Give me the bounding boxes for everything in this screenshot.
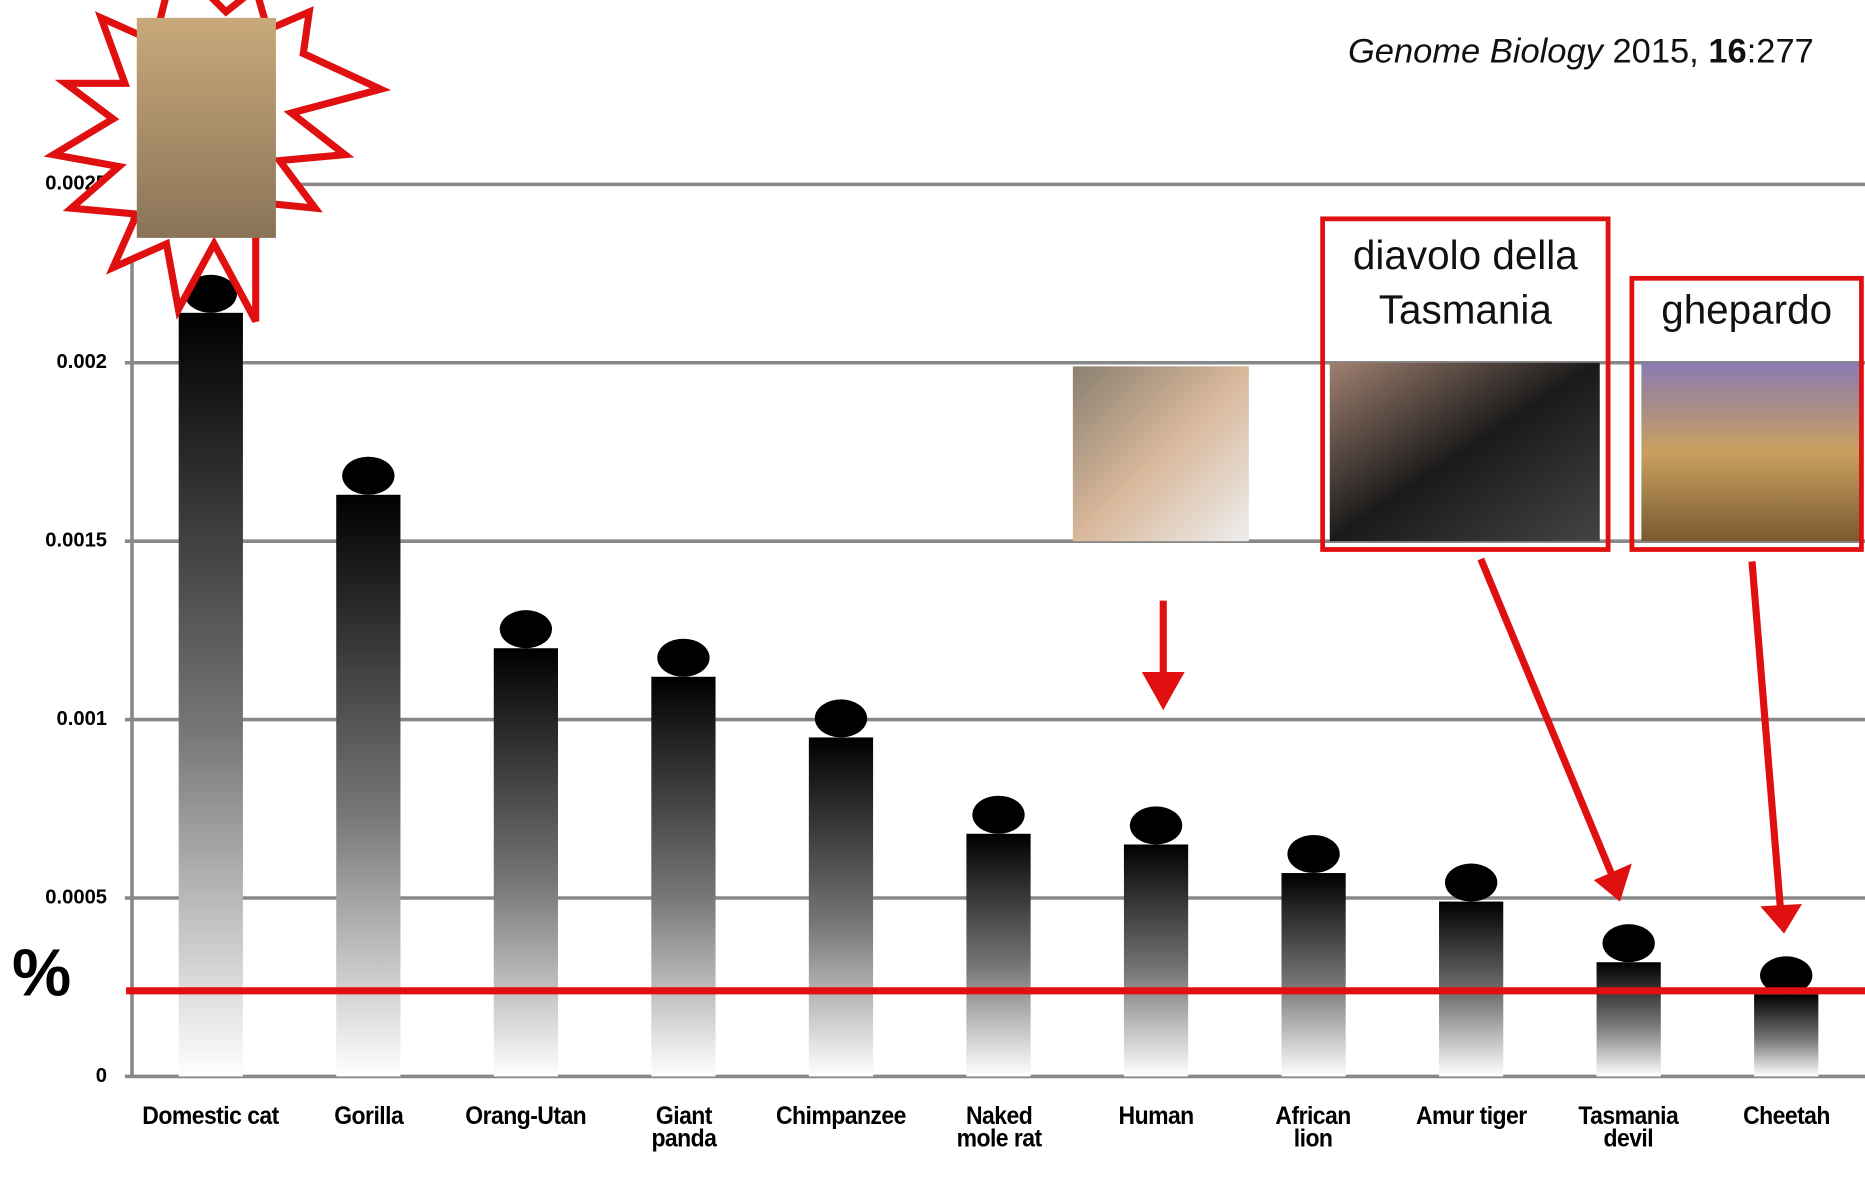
- x-tick-label: African lion: [1242, 1105, 1384, 1150]
- x-tick-label: Orang-Utan: [455, 1105, 597, 1128]
- bar: [179, 313, 243, 1077]
- bar: [1124, 844, 1188, 1076]
- bar: [651, 677, 715, 1077]
- x-tick-label: Giant panda: [612, 1105, 754, 1150]
- volume: 16: [1708, 33, 1746, 71]
- bar: [494, 648, 558, 1076]
- journal: Genome Biology: [1348, 33, 1605, 71]
- x-tick-label: Naked mole rat: [927, 1105, 1069, 1150]
- cheetah-photo: [1641, 363, 1861, 541]
- silhouette: [500, 610, 552, 648]
- year: 2015,: [1603, 33, 1708, 71]
- bar: [966, 834, 1030, 1077]
- silhouette: [1603, 924, 1655, 962]
- bar: [809, 737, 873, 1076]
- pages: :277: [1747, 33, 1814, 71]
- citation: Genome Biology 2015, 16:277: [1348, 33, 1814, 71]
- x-tick-label: Amur tiger: [1400, 1105, 1542, 1128]
- bar: [1754, 994, 1818, 1076]
- silhouette: [342, 457, 394, 495]
- cheetah-label: ghepardo: [1632, 283, 1862, 338]
- x-tick-label: Domestic cat: [140, 1105, 282, 1128]
- y-tick-label: 0.002: [56, 351, 107, 373]
- cat-photo: [137, 18, 276, 238]
- y-tick-label: 0: [96, 1065, 107, 1087]
- y-tick-label: 0.0005: [45, 886, 107, 908]
- silhouette: [657, 639, 709, 677]
- silhouette: [972, 796, 1024, 834]
- silhouette: [1445, 864, 1497, 902]
- bar: [1281, 873, 1345, 1076]
- human-photo: [1073, 366, 1249, 541]
- x-tick-label: Human: [1085, 1105, 1227, 1128]
- x-tick-label: Tasmania devil: [1558, 1105, 1700, 1150]
- silhouette: [1287, 835, 1339, 873]
- devil-label: diavolo della Tasmania: [1323, 228, 1608, 337]
- slide: 00.00050.0010.00150.0020.0025 Genome Bio…: [0, 0, 1865, 1182]
- x-tick-label: Chimpanzee: [770, 1105, 912, 1128]
- x-tick-label: Gorilla: [297, 1105, 439, 1128]
- y-tick-label: 0.001: [56, 708, 107, 730]
- silhouette: [815, 699, 867, 737]
- x-tick-label: Cheetah: [1715, 1105, 1857, 1128]
- silhouette: [1130, 806, 1182, 844]
- unit-annotation: %: [12, 936, 71, 1010]
- devil-photo: [1330, 363, 1600, 541]
- y-tick-label: 0.0015: [45, 530, 107, 552]
- bar: [1597, 962, 1661, 1076]
- chart: 00.00050.0010.00150.0020.0025 Genome Bio…: [0, 0, 1865, 1182]
